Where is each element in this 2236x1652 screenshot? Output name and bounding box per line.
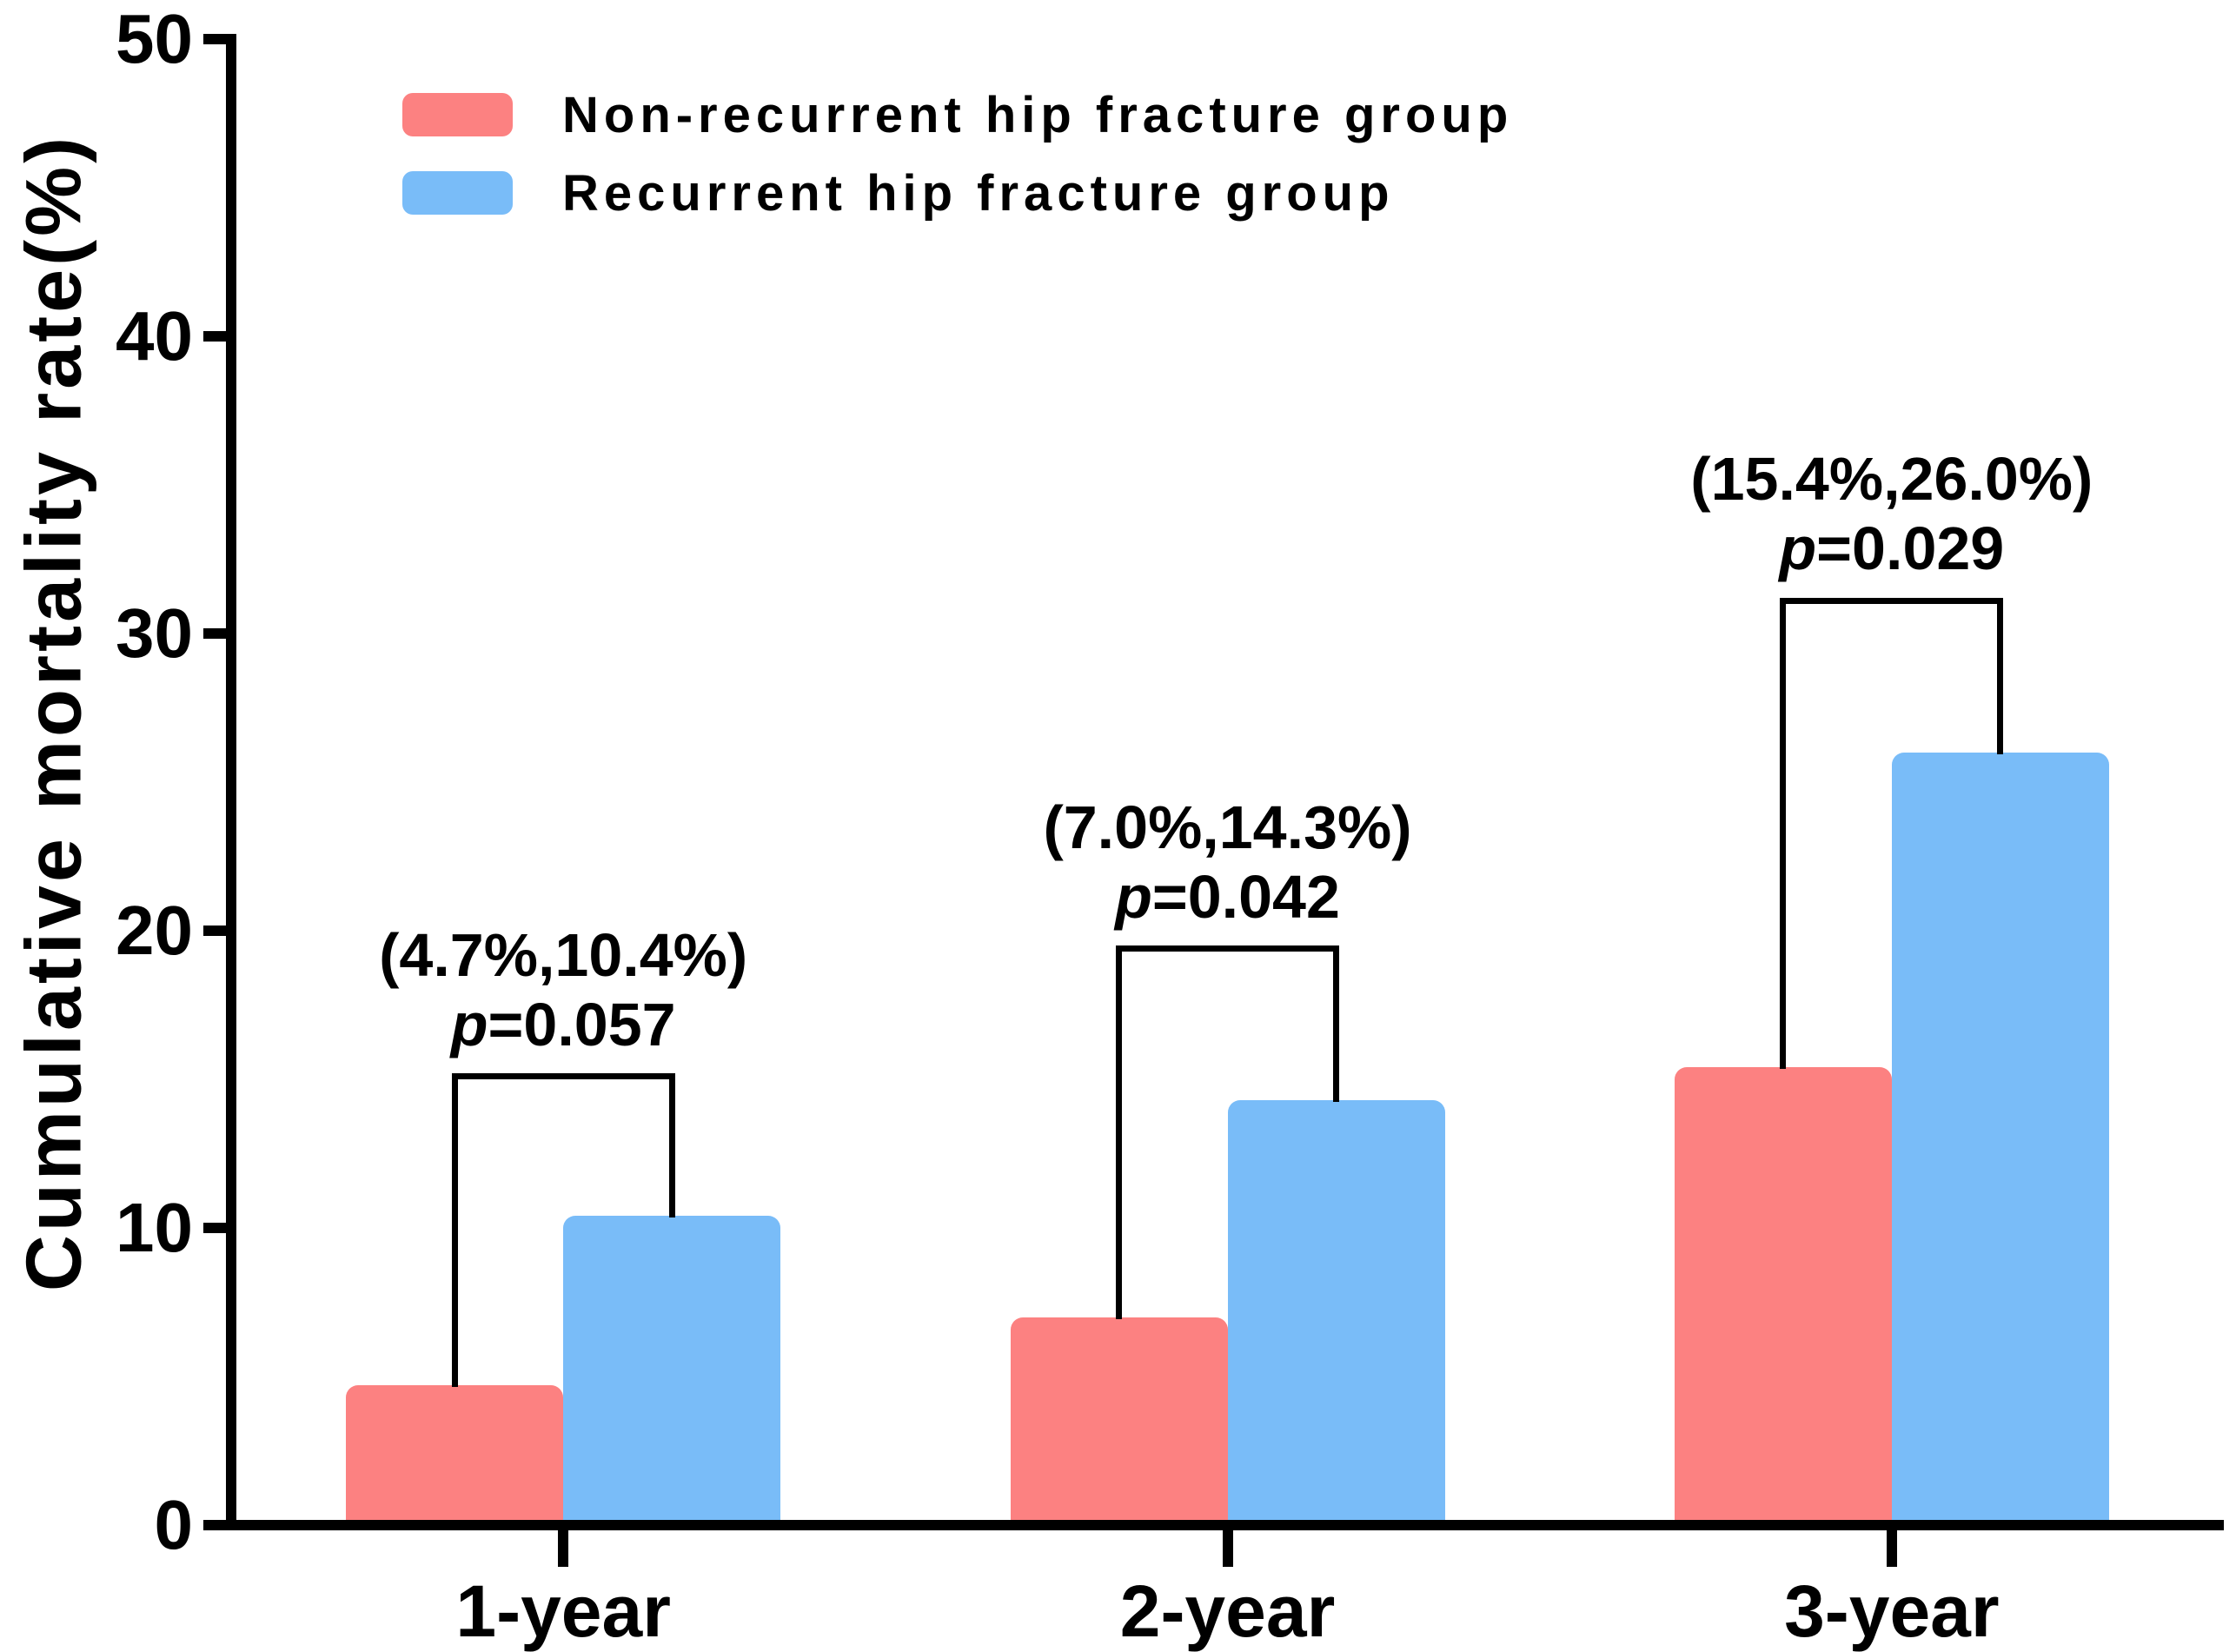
legend-swatch-recurrent <box>402 171 513 215</box>
y-tick-label: 10 <box>116 1189 193 1266</box>
y-tick <box>203 1223 231 1233</box>
significance-bracket-left-leg-1-year <box>451 1076 458 1388</box>
significance-bracket-left-leg-3-year <box>1780 600 1787 1070</box>
y-axis-title: Cumulative mortality rate(%) <box>10 133 98 1292</box>
x-label-1-year: 1-year <box>455 1570 671 1652</box>
significance-bracket-top-3-year <box>1780 597 2004 604</box>
annotation-values-1-year: (4.7%,10.4%) <box>379 920 748 989</box>
annotation-p-3-year: p=0.029 <box>1779 514 2004 583</box>
y-tick-label: 40 <box>116 297 193 375</box>
legend-item-recurrent: Recurrent hip fracture group <box>402 165 1513 222</box>
legend-item-non-recurrent: Non-recurrent hip fracture group <box>402 87 1513 143</box>
p-value-text: =0.042 <box>1151 862 1340 931</box>
y-tick-label: 20 <box>116 892 193 969</box>
significance-bracket-right-leg-3-year <box>1997 600 2004 754</box>
p-symbol: p <box>1115 862 1152 931</box>
p-symbol: p <box>1779 514 1817 583</box>
y-tick <box>203 926 231 936</box>
p-value-text: =0.029 <box>1816 514 2005 583</box>
significance-bracket-right-leg-1-year <box>668 1076 675 1218</box>
significance-bracket-top-1-year <box>451 1073 675 1080</box>
bar-non-recurrent-3-year <box>1674 1067 1892 1525</box>
significance-bracket-right-leg-2-year <box>1333 948 1339 1102</box>
y-tick-label: 30 <box>116 594 193 672</box>
y-tick-label: 50 <box>116 0 193 77</box>
x-label-2-year: 2-year <box>1119 1570 1336 1652</box>
bar-non-recurrent-1-year <box>346 1385 564 1525</box>
legend: Non-recurrent hip fracture group Recurre… <box>402 87 1513 249</box>
legend-label-non-recurrent: Non-recurrent hip fracture group <box>562 86 1514 143</box>
p-value-text: =0.057 <box>488 990 676 1058</box>
y-tick <box>203 331 231 342</box>
y-tick <box>203 34 231 44</box>
bar-recurrent-3-year <box>1891 752 2109 1525</box>
annotation-p-2-year: p=0.042 <box>1115 862 1340 932</box>
y-tick <box>203 628 231 639</box>
x-tick <box>1886 1525 1897 1567</box>
y-tick-label: 0 <box>154 1486 194 1563</box>
annotation-values-2-year: (7.0%,14.3%) <box>1043 793 1412 861</box>
bar-non-recurrent-2-year <box>1010 1317 1228 1525</box>
x-tick <box>1222 1525 1233 1567</box>
x-tick <box>558 1525 569 1567</box>
legend-label-recurrent: Recurrent hip fracture group <box>562 164 1395 222</box>
significance-bracket-top-2-year <box>1116 945 1339 952</box>
legend-swatch-non-recurrent <box>402 93 513 136</box>
bar-recurrent-1-year <box>563 1216 781 1525</box>
y-tick <box>203 1520 231 1530</box>
significance-bracket-left-leg-2-year <box>1116 948 1122 1319</box>
y-axis-line <box>226 34 236 1530</box>
x-label-3-year: 3-year <box>1784 1570 2000 1652</box>
annotation-p-1-year: p=0.057 <box>451 990 676 1059</box>
p-symbol: p <box>450 990 488 1058</box>
bar-recurrent-2-year <box>1227 1099 1445 1525</box>
annotation-values-3-year: (15.4%,26.0%) <box>1690 445 2093 514</box>
